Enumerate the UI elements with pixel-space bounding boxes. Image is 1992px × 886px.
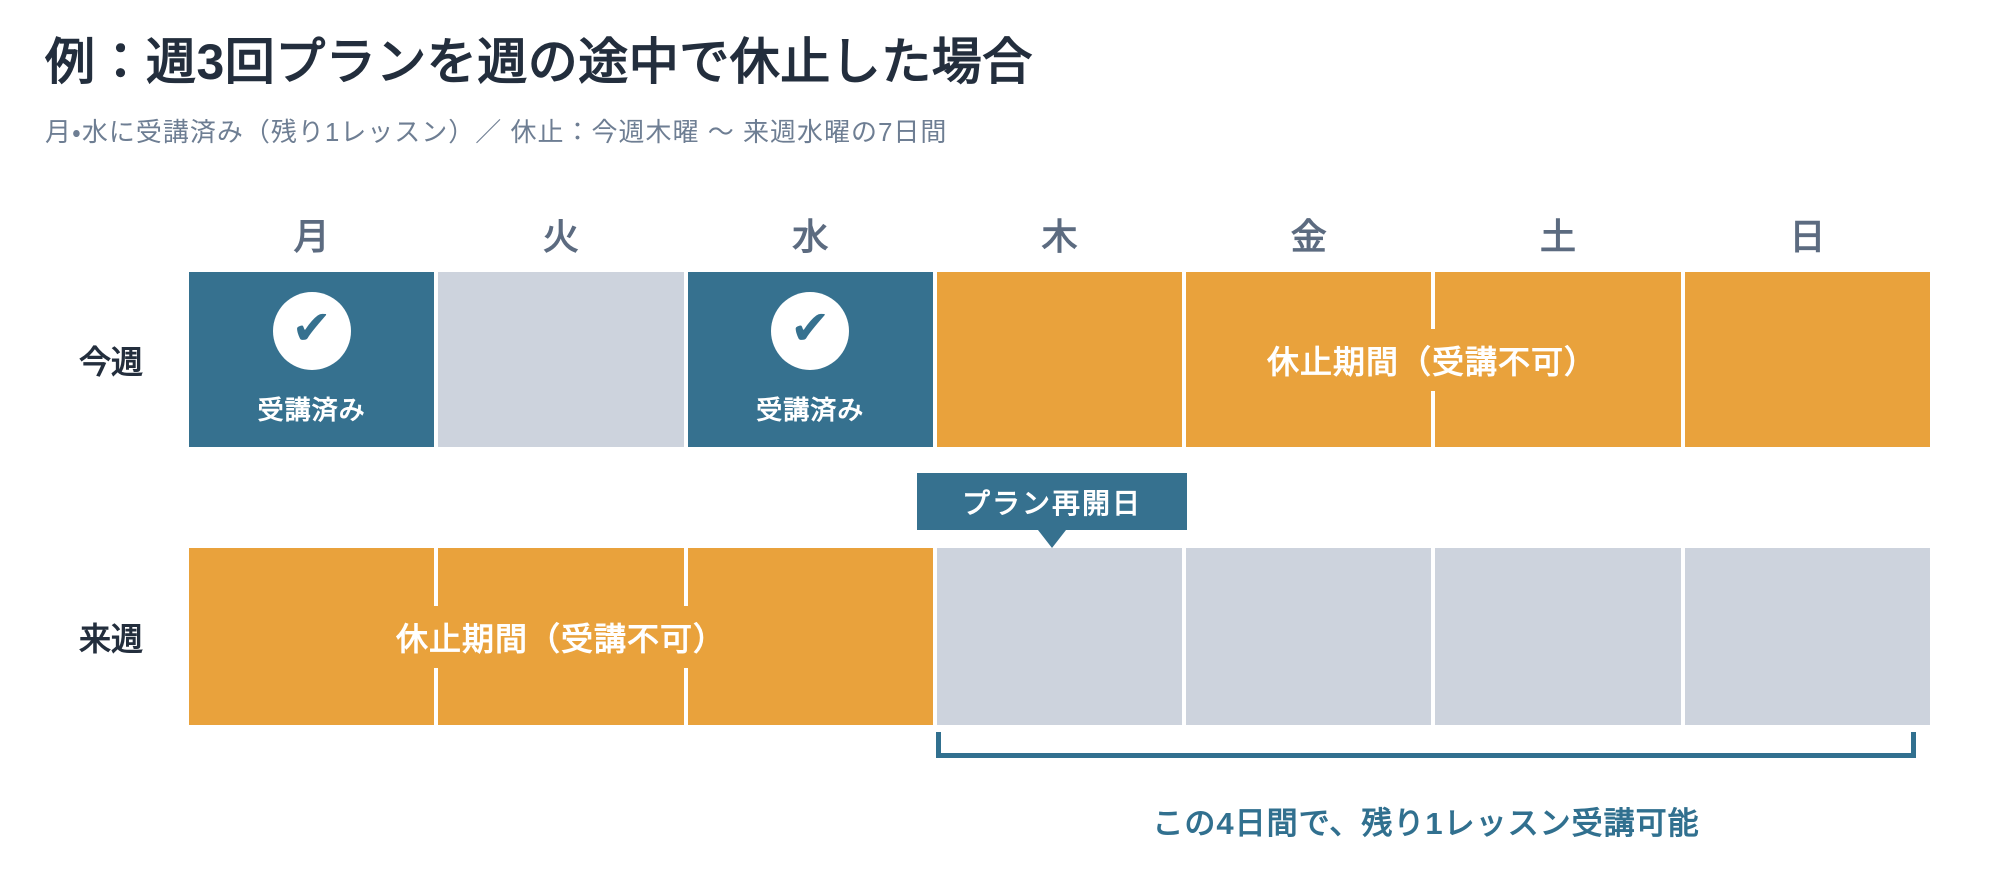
next-week-row: 休止期間（受講不可）: [189, 548, 1930, 725]
plan-restart-badge: プラン再開日: [917, 473, 1187, 530]
cell-this-week-sun-suspended: [1684, 272, 1930, 447]
cell-this-week-thu-suspended: [936, 272, 1183, 447]
day-label-thu: 木: [1041, 216, 1078, 257]
available-days-bracket: [936, 732, 1916, 758]
cell-next-week-sun-available: [1684, 548, 1930, 725]
day-label-sun: 日: [1789, 216, 1826, 257]
cell-next-week-sat-available: [1435, 548, 1681, 725]
available-days-note: この4日間で、残り1レッスン受講可能: [1152, 806, 1700, 841]
cell-this-week-tue-empty: [438, 272, 684, 447]
cell-next-week-thu-available: [936, 548, 1183, 725]
check-circle: ✔: [272, 292, 351, 370]
day-label-fri: 金: [1290, 216, 1327, 257]
day-label-sat: 土: [1540, 216, 1577, 257]
day-header-row: 月 火 水 木 金 土 日: [189, 212, 1930, 262]
cell-next-week-fri-available: [1186, 548, 1432, 725]
next-week-label: 来週: [78, 620, 143, 657]
check-icon: ✔: [291, 302, 332, 355]
cell-this-week-mon-completed: ✔ 受講済み: [189, 272, 435, 447]
suspension-period-label-this-week: 休止期間（受講不可）: [1252, 328, 1612, 391]
day-label-mon: 月: [293, 216, 330, 257]
cell-this-week-wed-completed: ✔ 受講済み: [687, 272, 933, 447]
completed-label: 受講済み: [257, 395, 366, 425]
this-week-label: 今週: [78, 343, 143, 380]
check-circle: ✔: [771, 292, 850, 370]
page-title: 例：週3回プランを週の途中で休止した場合: [45, 34, 1033, 90]
this-week-row: ✔ 受講済み ✔ 受講済み 休止期間（受講不可）: [189, 272, 1930, 447]
day-label-wed: 水: [792, 216, 829, 257]
check-icon: ✔: [790, 302, 831, 355]
completed-label: 受講済み: [756, 395, 865, 425]
page-subtitle: 月・水に受講済み（残り1レッスン）／ 休止：今週木曜 〜 来週水曜の7日間: [45, 117, 948, 147]
day-label-tue: 火: [542, 216, 579, 257]
suspension-period-label-next-week: 休止期間（受講不可）: [381, 605, 741, 668]
